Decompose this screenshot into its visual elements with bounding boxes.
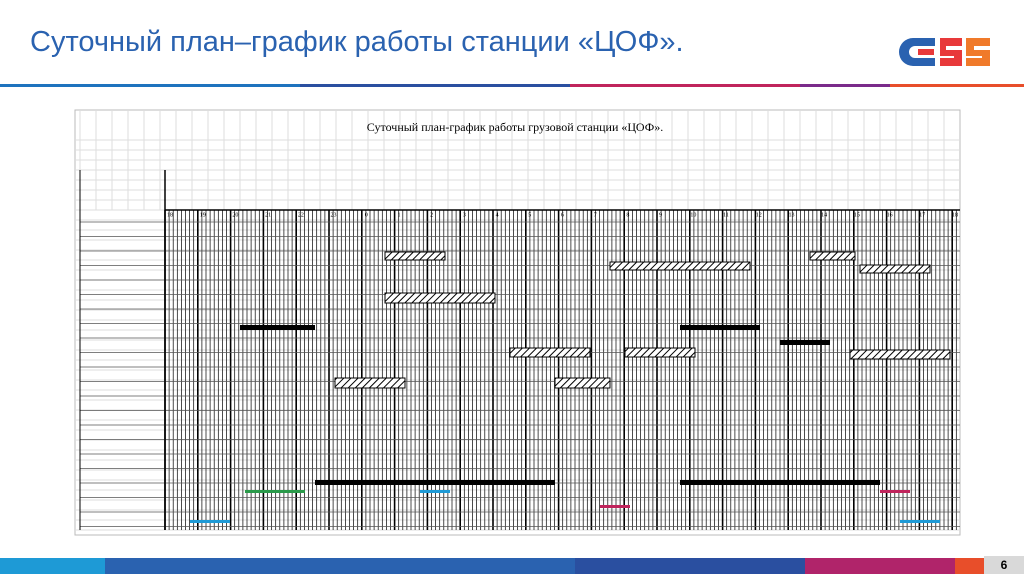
hour-label: 22 [298,212,304,218]
hour-label: 18 [952,212,958,218]
hour-label: 14 [821,212,827,218]
hour-label: 21 [265,212,271,218]
rule [300,84,570,87]
hour-label: 7 [594,212,597,218]
hour-label: 23 [331,212,337,218]
hour-label: 20 [232,212,238,218]
hour-label: 5 [528,212,531,218]
hour-label: 9 [659,212,662,218]
rule [890,84,1024,87]
footer-bar [105,558,575,574]
hour-label: 3 [463,212,466,218]
footer-bar [955,558,985,574]
hour-label: 12 [756,212,762,218]
hour-label: 11 [723,212,729,218]
schedule-bars [190,251,951,523]
hour-label: 16 [887,212,893,218]
figure-title: Суточный план-график работы грузовой ста… [367,120,663,134]
hour-label: 0 [365,212,368,218]
hour-label: 10 [690,212,696,218]
hour-label: 13 [788,212,794,218]
footer-bar [0,558,105,574]
hour-labels: 18 19 20 21 22 23 0 1 2 3 4 5 6 7 8 9 10 11 12 13 14 15 16 17 18 [167,212,958,218]
hour-label: 1 [397,212,400,218]
rule [0,84,300,87]
schedule-grid [75,110,960,531]
hour-label: 4 [496,212,499,218]
hour-label: 18 [167,212,173,218]
hour-label: 6 [561,212,564,218]
rule [800,84,890,87]
page-number: 6 [984,556,1024,574]
slide-title: Суточный план–график работы станции «ЦОФ… [30,26,684,58]
hour-label: 2 [430,212,433,218]
footer-bar [575,558,805,574]
footer-bar [805,558,955,574]
logo [899,38,990,66]
hour-label: 8 [626,212,629,218]
rule [570,84,800,87]
hour-label: 15 [854,212,860,218]
hour-label: 17 [919,212,925,218]
hour-label: 19 [200,212,206,218]
